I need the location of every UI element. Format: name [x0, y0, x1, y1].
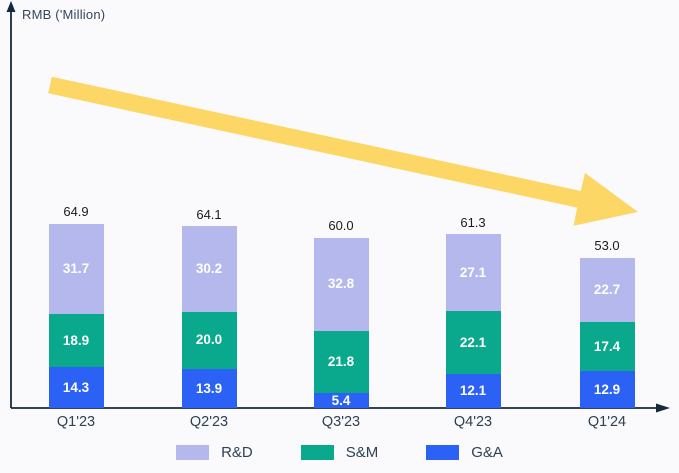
bar-total-label: 53.0 — [594, 238, 620, 254]
legend-label: G&A — [471, 443, 503, 461]
bar-segment-value: 31.7 — [62, 260, 90, 276]
bar-segment-value: 22.7 — [593, 281, 621, 297]
x-axis-tick-label: Q2'23 — [189, 414, 229, 430]
bar-segment-value: 21.8 — [327, 353, 355, 369]
bar-segment-s-m: 17.4 — [579, 321, 635, 372]
bar-segment-g-a: 12.9 — [579, 371, 635, 408]
bar-segment-g-a: 12.1 — [445, 373, 501, 408]
bar-total-label: 64.9 — [63, 204, 89, 220]
bar-group-q1-23: 64.9 31.7 18.9 14.3 — [48, 204, 104, 408]
x-axis-arrowhead-icon — [656, 403, 670, 413]
bar-segment-r-d: 30.2 — [181, 225, 237, 312]
y-axis-arrowhead-icon — [6, 1, 16, 12]
legend-swatch-s-m — [300, 444, 334, 460]
x-axis-tick-label: Q4'23 — [453, 414, 493, 430]
bar-segment-r-d: 31.7 — [48, 223, 104, 314]
bar-group-q1-24: 53.0 22.7 17.4 12.9 — [579, 238, 635, 408]
bar-group-q4-23: 61.3 27.1 22.1 12.1 — [445, 214, 501, 408]
bar-segment-r-d: 32.8 — [313, 237, 369, 331]
bar-segment-g-a: 13.9 — [181, 368, 237, 408]
bar-segment-value: 12.9 — [593, 381, 621, 397]
x-axis-tick-label: Q3'23 — [321, 414, 361, 430]
bar-segment-s-m: 18.9 — [48, 313, 104, 368]
legend-label: S&M — [345, 443, 379, 461]
bar-segment-value: 14.3 — [62, 379, 90, 395]
bar-total-label: 60.0 — [328, 218, 354, 234]
bar-segment-g-a: 14.3 — [48, 367, 104, 408]
bar-segment-value: 18.9 — [62, 332, 90, 348]
bar-segment-s-m: 20.0 — [181, 311, 237, 369]
y-axis-label: RMB ('Million) — [22, 7, 106, 22]
legend-item-r-d: R&D — [176, 444, 253, 461]
bar-segment-r-d: 22.7 — [579, 257, 635, 322]
legend-swatch-r-d — [176, 444, 210, 460]
bar-segment-value: 13.9 — [195, 380, 223, 396]
legend-item-g-a: G&A — [426, 444, 503, 461]
bar-segment-value: 5.4 — [331, 392, 351, 408]
bar-segment-value: 30.2 — [195, 261, 223, 277]
bar-group-q2-23: 64.1 30.2 20.0 13.9 — [181, 206, 237, 408]
legend-label: R&D — [221, 443, 253, 461]
bar-segment-g-a: 5.4 — [313, 392, 369, 408]
bar-group-q3-23: 60.0 32.8 21.8 5.4 — [313, 218, 369, 408]
bar-segment-s-m: 22.1 — [445, 310, 501, 374]
legend-item-s-m: S&M — [300, 443, 379, 461]
bar-segment-value: 22.1 — [459, 334, 487, 350]
bar-segment-value: 27.1 — [459, 264, 487, 280]
x-axis-tick-label: Q1'24 — [587, 414, 627, 430]
x-axis-tick-label: Q1'23 — [56, 414, 96, 430]
bar-segment-value: 17.4 — [593, 338, 621, 354]
legend: R&D S&M G&A — [0, 440, 679, 464]
bar-segment-r-d: 27.1 — [445, 233, 501, 311]
bar-segment-s-m: 21.8 — [313, 330, 369, 393]
bar-total-label: 64.1 — [196, 206, 222, 222]
trend-down-arrow-icon — [48, 76, 638, 226]
bar-total-label: 61.3 — [460, 214, 486, 230]
bar-segment-value: 32.8 — [327, 276, 355, 292]
bar-segment-value: 20.0 — [195, 332, 223, 348]
legend-swatch-g-a — [426, 444, 460, 460]
bar-segment-value: 12.1 — [459, 383, 487, 399]
